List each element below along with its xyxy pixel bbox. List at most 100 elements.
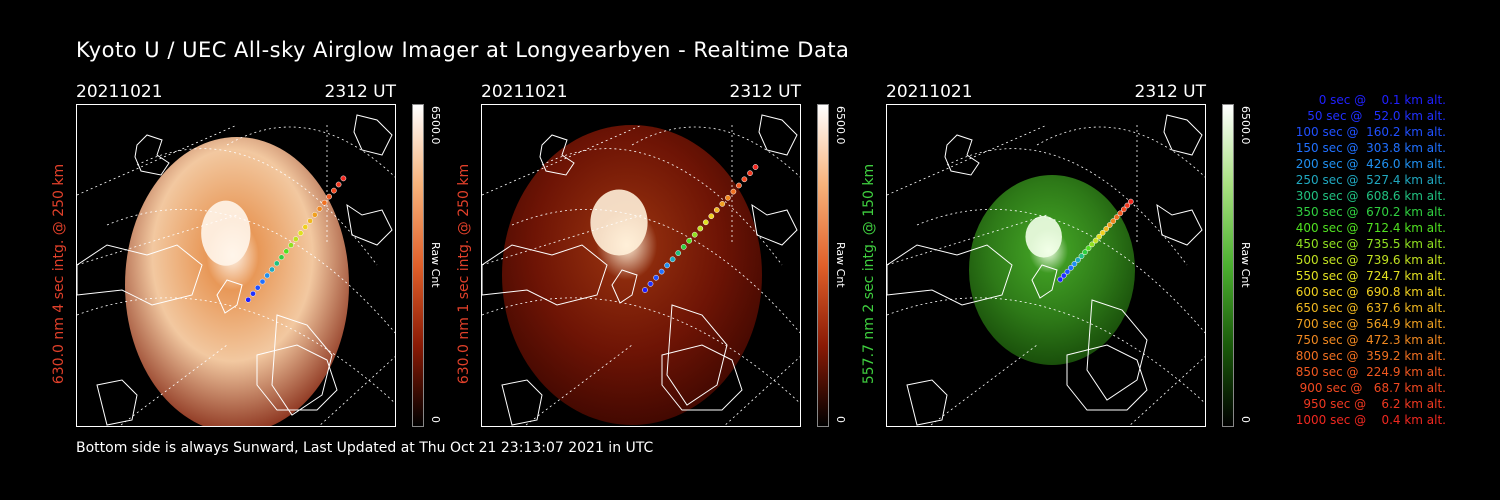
sky-image-disk [969, 175, 1135, 365]
track-point [741, 176, 748, 183]
aurora-bright-patch [1025, 215, 1062, 258]
track-point [664, 262, 670, 269]
track-point [653, 274, 659, 281]
track-point [1117, 210, 1124, 217]
all-sky-image-svg [887, 114, 1205, 426]
panel-wavelength-label: 557.7 nm 2 sec intg. @ 150 km [861, 163, 877, 385]
sky-image-disk [502, 125, 762, 425]
track-point [747, 170, 753, 177]
track-point [1068, 264, 1074, 271]
panel-557-2sec: 20211021 2312 UT 557.7 nm 2 sec intg. @ 15… [861, 82, 1252, 432]
track-point [311, 211, 318, 218]
colorbar-max-label: 6500.0 [429, 106, 442, 145]
track-point [1057, 276, 1064, 283]
legend-entry: 100 sec @ 160.2 km alt. [1295, 125, 1446, 139]
legend-entry: 200 sec @ 426.0 km alt. [1295, 157, 1446, 171]
track-point [1075, 257, 1081, 263]
track-point [1089, 241, 1095, 248]
legend-entry: 450 sec @ 735.5 km alt. [1295, 237, 1446, 251]
track-point [1124, 202, 1131, 209]
track-point [250, 290, 256, 297]
track-point [288, 242, 294, 249]
all-sky-image [481, 104, 801, 427]
track-point [1064, 268, 1071, 275]
legend-entry: 300 sec @ 608.6 km alt. [1295, 189, 1446, 203]
track-point [264, 272, 271, 279]
legend-entry: 800 sec @ 359.2 km alt. [1295, 349, 1446, 363]
satellite-track [642, 164, 759, 293]
track-point [1060, 272, 1067, 279]
track-point [1071, 261, 1078, 267]
track-point [647, 280, 654, 287]
all-sky-image [886, 104, 1206, 427]
legend-entry: 700 sec @ 564.9 km alt. [1295, 317, 1446, 331]
colorbar-min-label: 0 [429, 416, 442, 423]
track-point [340, 175, 347, 182]
legend-entry: 850 sec @ 224.9 km alt. [1295, 365, 1446, 379]
track-point [730, 188, 737, 195]
colorbar [1222, 104, 1234, 427]
coastline-map [482, 114, 798, 426]
track-point [297, 230, 304, 236]
track-point [686, 237, 693, 244]
legend-entry: 900 sec @ 68.7 km alt. [1299, 381, 1446, 395]
track-point [245, 296, 252, 303]
track-point [642, 287, 648, 293]
sky-image-disk [125, 137, 349, 426]
track-point [1082, 249, 1088, 256]
colorbar-max-label: 6500.0 [1239, 106, 1252, 145]
panel-date: 20211021 [481, 82, 568, 102]
track-point [1085, 245, 1092, 252]
legend-entry: 350 sec @ 670.2 km alt. [1295, 205, 1446, 219]
satellite-track [1057, 198, 1134, 283]
page-title: Kyoto U / UEC All-sky Airglow Imager at … [76, 38, 850, 62]
track-point [669, 256, 676, 263]
colorbar [817, 104, 829, 427]
track-point [273, 260, 280, 267]
legend-entry: 0 sec @ 0.1 km alt. [1318, 93, 1446, 107]
panel-header: 20211021 2312 UT [481, 82, 801, 104]
satellite-track [245, 175, 347, 303]
panel-time: 2312 UT [324, 82, 397, 102]
track-point [1092, 237, 1099, 244]
track-point [658, 268, 665, 275]
track-point [331, 187, 337, 194]
track-point [1120, 206, 1127, 213]
map-grid [77, 124, 395, 426]
legend-entry: 1000 sec @ 0.4 km alt. [1295, 413, 1446, 427]
track-point [292, 236, 299, 242]
track-point [725, 194, 731, 201]
track-point [1106, 222, 1113, 228]
panel-header: 20211021 2312 UT [76, 82, 396, 104]
track-point [278, 254, 285, 261]
track-point [1113, 214, 1120, 221]
track-point [1103, 226, 1110, 232]
colorbar-unit-label: Raw Cnt [834, 242, 847, 288]
track-point [335, 181, 342, 188]
footer-note: Bottom side is always Sunward, Last Upda… [76, 440, 654, 456]
track-point [713, 207, 720, 213]
legend-entry: 400 sec @ 712.4 km alt. [1295, 221, 1446, 235]
legend-entry: 500 sec @ 739.6 km alt. [1295, 253, 1446, 267]
legend-entry: 250 sec @ 527.4 km alt. [1295, 173, 1446, 187]
legend-entry: 150 sec @ 303.8 km alt. [1295, 141, 1446, 155]
colorbar-max-label: 6500.0 [834, 106, 847, 145]
colorbar-unit-label: Raw Cnt [429, 242, 442, 288]
panel-wavelength-label: 630.0 nm 4 sec intg. @ 250 km [51, 163, 67, 385]
aurora-bright-patch [201, 200, 251, 266]
coastline-map [77, 114, 393, 426]
track-point [702, 219, 709, 226]
legend-entry: 550 sec @ 724.7 km alt. [1295, 269, 1446, 283]
all-sky-image-svg [482, 114, 800, 426]
colorbar-unit-label: Raw Cnt [1239, 242, 1252, 288]
legend-entry: 50 sec @ 52.0 km alt. [1307, 109, 1446, 123]
track-point [719, 201, 726, 207]
map-grid [482, 124, 800, 426]
panel-date: 20211021 [76, 82, 163, 102]
track-point [269, 266, 275, 273]
all-sky-image [76, 104, 396, 427]
map-grid [887, 124, 1205, 426]
track-point [697, 225, 704, 232]
track-point [316, 205, 323, 212]
all-sky-image-svg [77, 114, 395, 426]
